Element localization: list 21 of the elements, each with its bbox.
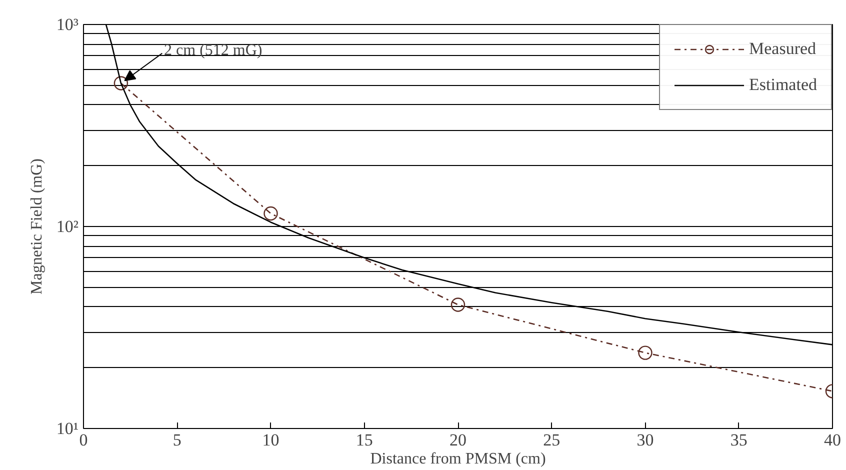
y-tick-label: 10² — [56, 217, 79, 236]
x-tick-label: 30 — [636, 430, 654, 450]
y-tick-label: 10¹ — [56, 419, 79, 438]
x-tick-label: 15 — [356, 430, 373, 450]
y-axis-title: Magnetic Field (mG) — [28, 158, 46, 294]
point — [450, 298, 466, 312]
x-tick-label: 0 — [79, 430, 88, 450]
x-tick-label: 35 — [730, 430, 748, 450]
x-axis-title: Distance from PMSM (cm) — [370, 450, 546, 468]
annotation: 2 cm (512 mG) — [164, 42, 262, 60]
legend-label: Measured — [749, 39, 816, 59]
point — [114, 76, 128, 90]
x-tick-label: 25 — [543, 430, 560, 450]
x-tick-label: 20 — [450, 430, 466, 450]
point — [638, 346, 652, 360]
x-tick-label: 10 — [262, 430, 280, 450]
x-tick-label: 5 — [172, 430, 182, 450]
y-tick-label: 10³ — [56, 15, 79, 34]
x-tick-label: 40 — [824, 430, 841, 450]
legend-label: Estimated — [749, 75, 817, 95]
point — [264, 206, 278, 221]
